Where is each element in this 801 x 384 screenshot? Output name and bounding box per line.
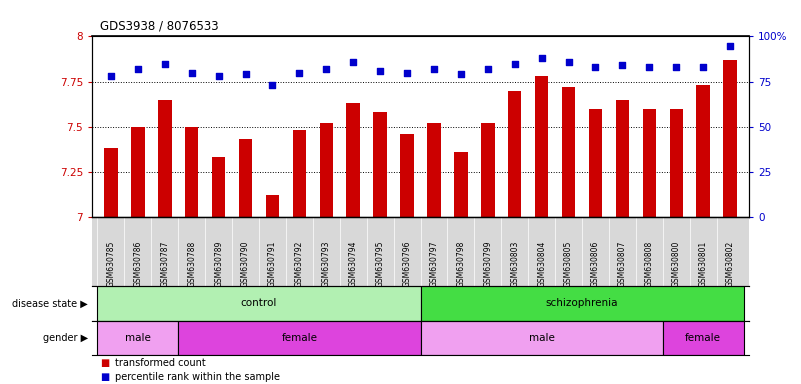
Bar bbox=[723, 60, 737, 217]
Text: female: female bbox=[281, 333, 317, 343]
Text: percentile rank within the sample: percentile rank within the sample bbox=[115, 372, 280, 382]
Bar bbox=[427, 123, 441, 217]
Bar bbox=[642, 109, 656, 217]
Bar bbox=[421, 321, 662, 355]
Bar bbox=[662, 321, 743, 355]
Bar bbox=[421, 286, 743, 321]
Bar bbox=[481, 123, 494, 217]
Bar bbox=[185, 127, 199, 217]
Text: ■: ■ bbox=[100, 372, 110, 382]
Point bbox=[723, 43, 736, 49]
Bar bbox=[347, 103, 360, 217]
Text: female: female bbox=[685, 333, 721, 343]
Point bbox=[481, 66, 494, 72]
Bar bbox=[508, 91, 521, 217]
Bar bbox=[98, 321, 179, 355]
Bar bbox=[562, 87, 575, 217]
Bar bbox=[535, 76, 549, 217]
Bar bbox=[239, 139, 252, 217]
Point bbox=[454, 71, 467, 78]
Bar bbox=[616, 99, 629, 217]
Text: male: male bbox=[529, 333, 554, 343]
Point bbox=[562, 59, 575, 65]
Bar bbox=[292, 130, 306, 217]
Point bbox=[131, 66, 144, 72]
Bar bbox=[454, 152, 468, 217]
Bar bbox=[670, 109, 683, 217]
Point bbox=[589, 64, 602, 70]
Text: ■: ■ bbox=[100, 358, 110, 368]
Bar bbox=[212, 157, 225, 217]
Bar bbox=[400, 134, 414, 217]
Point bbox=[320, 66, 332, 72]
Point bbox=[347, 59, 360, 65]
Point bbox=[509, 61, 521, 67]
Point bbox=[400, 70, 413, 76]
Bar bbox=[98, 286, 421, 321]
Point bbox=[266, 82, 279, 88]
Text: GDS3938 / 8076533: GDS3938 / 8076533 bbox=[100, 20, 219, 33]
Bar bbox=[373, 112, 387, 217]
Point bbox=[697, 64, 710, 70]
Bar bbox=[104, 148, 118, 217]
Point bbox=[428, 66, 441, 72]
Point bbox=[293, 70, 306, 76]
Text: gender ▶: gender ▶ bbox=[43, 333, 88, 343]
Bar bbox=[320, 123, 333, 217]
Bar bbox=[131, 127, 145, 217]
Point bbox=[105, 73, 118, 79]
Text: disease state ▶: disease state ▶ bbox=[12, 298, 88, 308]
Point bbox=[670, 64, 682, 70]
Point bbox=[616, 62, 629, 68]
Bar bbox=[158, 99, 171, 217]
Text: schizophrenia: schizophrenia bbox=[545, 298, 618, 308]
Text: male: male bbox=[125, 333, 151, 343]
Bar bbox=[179, 321, 421, 355]
Bar bbox=[266, 195, 280, 217]
Point bbox=[185, 70, 198, 76]
Text: transformed count: transformed count bbox=[115, 358, 205, 368]
Point bbox=[535, 55, 548, 61]
Point bbox=[159, 61, 171, 67]
Bar bbox=[696, 85, 710, 217]
Text: control: control bbox=[241, 298, 277, 308]
Point bbox=[643, 64, 656, 70]
Bar bbox=[589, 109, 602, 217]
Point bbox=[374, 68, 387, 74]
Point bbox=[212, 73, 225, 79]
Point bbox=[239, 71, 252, 78]
